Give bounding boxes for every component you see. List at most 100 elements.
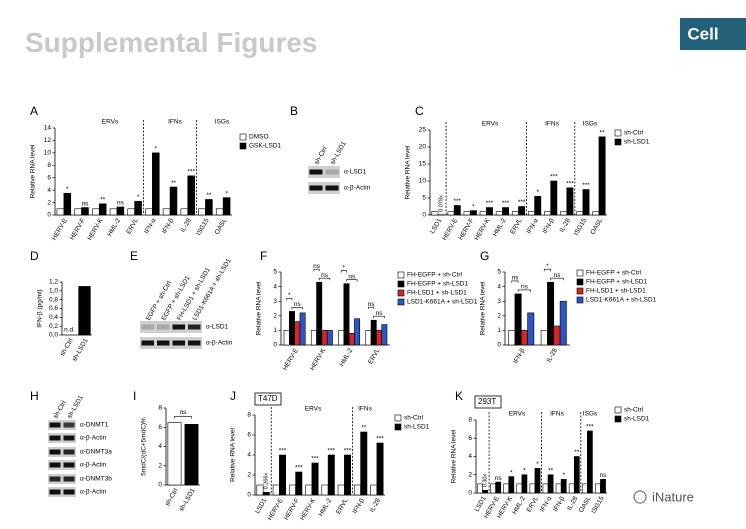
bar <box>521 474 528 494</box>
bar <box>592 211 600 216</box>
blot-label: α-β-Actin <box>206 340 233 347</box>
bar <box>299 312 306 346</box>
blot-strip <box>140 321 202 333</box>
panel-letter: I <box>133 389 136 403</box>
y-tick-label: 2 <box>273 313 277 320</box>
bar <box>344 454 352 496</box>
group-label: ISGs <box>215 119 230 126</box>
significance-label: *** <box>344 448 352 455</box>
bar <box>469 210 477 216</box>
bar <box>370 484 378 496</box>
group-label: ERVs <box>509 411 526 418</box>
blot-band <box>141 324 154 330</box>
bar <box>381 324 388 346</box>
blot-band <box>49 435 61 441</box>
panel-letter: E <box>130 249 138 263</box>
significance-label: ** <box>171 180 177 187</box>
bar <box>316 281 323 346</box>
bar <box>490 483 496 494</box>
bar <box>222 197 231 216</box>
significance-label: * <box>66 186 69 193</box>
blot-band <box>188 340 201 346</box>
comparison-bracket <box>368 306 375 310</box>
bar <box>348 333 355 346</box>
comparison-label: ns <box>313 263 321 270</box>
bar <box>215 208 224 216</box>
bar <box>514 293 522 346</box>
y-tick-label: 2 <box>468 471 472 478</box>
bar <box>587 430 593 494</box>
y-tick-label: 8 <box>468 417 472 424</box>
blot-strip <box>48 460 76 470</box>
comparison-bracket <box>318 277 331 281</box>
bar <box>528 211 535 216</box>
bar <box>145 208 153 216</box>
bar <box>262 492 270 496</box>
y-tick-label: 25 <box>419 127 427 134</box>
legend-swatch <box>239 133 247 141</box>
legend-label: FH-EGFP + sh-Ctrl <box>586 270 642 277</box>
blot-band <box>63 462 75 468</box>
bar <box>482 489 488 494</box>
y-axis-label: Relative RNA level <box>230 428 237 482</box>
bar <box>338 330 345 346</box>
bar <box>310 330 317 346</box>
bar <box>477 483 483 494</box>
panel-letter: K <box>455 389 463 403</box>
group-label: IFNs <box>545 121 559 128</box>
comparison-bracket <box>517 289 532 292</box>
comparison-bracket <box>543 268 551 272</box>
significance-label: ns <box>117 200 125 207</box>
bar <box>272 484 280 496</box>
bar <box>576 211 584 216</box>
comparison-bracket <box>174 416 192 419</box>
bar <box>486 207 493 216</box>
watermark: iNature <box>652 489 694 504</box>
blot-strip <box>308 166 340 178</box>
comparison-bracket <box>286 298 293 301</box>
significance-label: * <box>536 461 539 468</box>
bar <box>56 208 65 216</box>
significance-label: *** <box>327 448 335 455</box>
blot-label: α-DNMT3a <box>80 449 112 456</box>
y-tick-label: 8 <box>158 405 162 412</box>
group-label: IFNs <box>358 406 372 413</box>
comparison-label: * <box>343 264 346 271</box>
page-title: Supplemental Figures <box>25 27 318 58</box>
y-tick-label: 0,6 <box>49 305 58 312</box>
blot-band <box>325 185 339 191</box>
bar <box>180 208 189 216</box>
blot-band <box>157 340 170 346</box>
group-label: ERVs <box>482 121 499 128</box>
bar <box>553 325 561 346</box>
bar <box>184 424 199 486</box>
bar <box>343 283 350 346</box>
cell-line: 293T <box>478 397 496 406</box>
comparison-bracket <box>511 280 519 283</box>
significance-label: *** <box>502 200 510 207</box>
blot-strip <box>48 433 76 443</box>
bar <box>453 205 461 216</box>
bar <box>127 208 135 216</box>
y-axis-label: Relative RNA level <box>256 281 263 335</box>
blot-label: α-DNMT3b <box>80 476 112 483</box>
significance-label: ns <box>600 472 608 479</box>
cell-line: T47D <box>258 394 278 403</box>
legend-swatch <box>576 269 584 277</box>
blot-strip <box>48 487 76 497</box>
bar <box>547 281 555 346</box>
y-tick-label: 0,4 <box>49 314 58 321</box>
y-tick-label: 4 <box>247 452 251 459</box>
bar <box>187 175 195 216</box>
y-tick-label: 4 <box>273 283 277 290</box>
significance-label: * <box>137 194 140 201</box>
bar <box>518 206 526 216</box>
significance-label: *** <box>295 465 303 472</box>
blot-label: α-DNMT1 <box>80 422 109 429</box>
y-tick-label: 0 <box>468 490 472 497</box>
bar <box>495 211 503 216</box>
bar <box>527 312 535 346</box>
y-tick-label: 20 <box>419 144 427 151</box>
y-tick-label: 0,2 <box>49 323 58 330</box>
